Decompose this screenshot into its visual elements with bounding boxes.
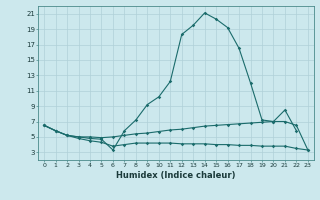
X-axis label: Humidex (Indice chaleur): Humidex (Indice chaleur): [116, 171, 236, 180]
